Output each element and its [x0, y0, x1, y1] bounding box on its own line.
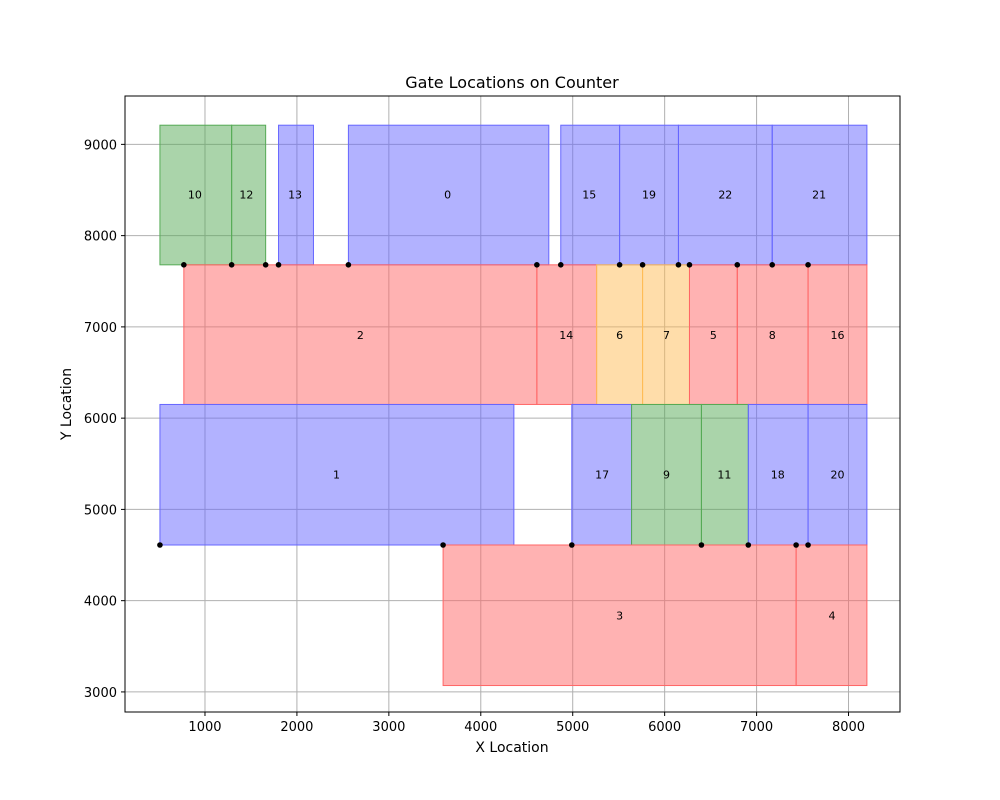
gate-label-19: 19 [642, 189, 656, 202]
gate-label-18: 18 [771, 469, 785, 482]
gate-rect-17 [571, 403, 633, 546]
gate-label-4: 4 [828, 609, 835, 622]
x-tick-label: 7000 [740, 720, 773, 735]
gate-rect-13 [278, 124, 314, 266]
gate-label-17: 17 [595, 469, 609, 482]
gate-label-12: 12 [239, 189, 253, 202]
chart-title: Gate Locations on Counter [405, 73, 619, 92]
gate-label-8: 8 [769, 329, 776, 342]
y-tick-label: 4000 [84, 595, 117, 610]
gate-rect-7 [642, 264, 690, 405]
gate-label-14: 14 [559, 329, 573, 342]
plot-frame [124, 95, 901, 713]
gate-rect-21 [771, 124, 868, 266]
y-tick-label: 7000 [84, 321, 117, 336]
x-tick-label: 3000 [372, 720, 405, 735]
gate-rect-10 [159, 124, 233, 266]
y-axis-label: Y Location [59, 368, 75, 441]
gate-corner-point [698, 542, 705, 548]
gate-rect-4 [795, 544, 868, 687]
gate-rectangles [159, 124, 868, 687]
gate-label-16: 16 [830, 329, 844, 342]
y-tick-label: 5000 [84, 503, 117, 518]
gate-rect-20 [807, 403, 868, 546]
gate-label-13: 13 [288, 189, 302, 202]
gate-label-3: 3 [616, 609, 623, 622]
x-tick-label: 6000 [648, 720, 681, 735]
gate-label-2: 2 [357, 329, 364, 342]
gate-label-1: 1 [333, 469, 340, 482]
gate-label-9: 9 [663, 469, 670, 482]
x-axis-label: X Location [475, 740, 548, 756]
gate-label-10: 10 [188, 189, 202, 202]
gate-corner-point [639, 262, 646, 268]
gate-rect-0 [347, 124, 550, 266]
gate-label-15: 15 [582, 189, 596, 202]
axis-ticks: 1000 2000 3000 4000 5000 6000 7000 8000 3000 4000… [84, 138, 865, 735]
y-tick-label: 6000 [84, 412, 117, 427]
gate-rect-11 [700, 403, 749, 546]
gate-rect-12 [231, 124, 267, 266]
gate-corner-point [734, 262, 741, 268]
gate-rect-22 [677, 124, 773, 266]
gate-label-6: 6 [616, 329, 623, 342]
gate-corner-point [745, 542, 752, 548]
gate-corner-point [181, 262, 187, 268]
x-tick-label: 1000 [188, 720, 221, 735]
x-tick-label: 5000 [556, 720, 589, 735]
gate-points [157, 262, 811, 548]
gate-corner-point [440, 542, 446, 548]
gate-rect-18 [747, 403, 809, 546]
y-tick-label: 8000 [84, 230, 117, 245]
gate-label-21: 21 [812, 189, 826, 202]
gate-rect-6 [596, 264, 644, 405]
x-tick-label: 4000 [464, 720, 497, 735]
x-tick-label: 2000 [280, 720, 313, 735]
gate-rect-5 [688, 264, 738, 405]
gate-corner-point [769, 262, 776, 268]
gate-label-5: 5 [710, 329, 717, 342]
gate-label-20: 20 [830, 469, 844, 482]
gate-rect-3 [442, 544, 797, 687]
gate-labels: 10 12 13 0 15 19 22 21 2 14 6 7 5 8 16 1 17 9 11 18 20 3 4 [188, 189, 845, 623]
gate-rect-16 [807, 264, 868, 405]
gate-label-22: 22 [718, 189, 732, 202]
x-tick-label: 8000 [832, 720, 865, 735]
gate-label-0: 0 [444, 189, 451, 202]
gate-corner-point [534, 262, 540, 268]
gate-corner-point [228, 262, 235, 268]
gate-corner-point [805, 262, 811, 268]
gate-corner-point [793, 542, 799, 548]
gate-corner-point [686, 262, 693, 268]
gate-corner-point [275, 262, 282, 268]
gate-corner-point [345, 262, 352, 268]
gate-rect-9 [631, 403, 702, 546]
gate-corner-point [805, 542, 811, 548]
gate-label-7: 7 [663, 329, 670, 342]
gate-rect-2 [183, 264, 538, 405]
gate-corner-point [262, 262, 269, 268]
gate-corner-point [616, 262, 623, 268]
gate-rect-1 [159, 403, 515, 546]
gate-corner-point [557, 262, 564, 268]
gate-corner-point [675, 262, 682, 268]
gate-rect-14 [536, 264, 598, 405]
y-tick-label: 3000 [84, 686, 117, 701]
gate-corner-point [568, 542, 575, 548]
gate-corner-point [157, 542, 163, 548]
gate-label-11: 11 [717, 469, 731, 482]
y-tick-label: 9000 [84, 138, 117, 153]
gate-rect-8 [736, 264, 809, 405]
